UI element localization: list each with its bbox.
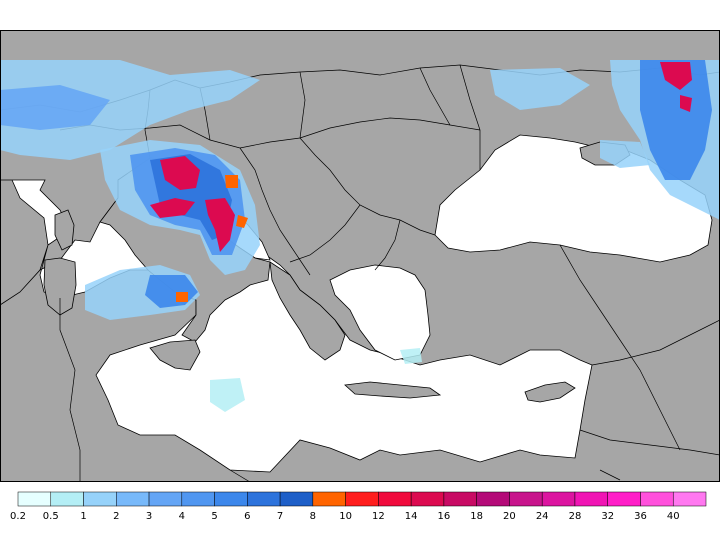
legend-swatch bbox=[148, 491, 183, 507]
legend-label: 2 bbox=[113, 511, 119, 522]
sardinia bbox=[43, 257, 77, 316]
legend-label: 3 bbox=[146, 511, 152, 522]
legend-label: 18 bbox=[470, 511, 483, 522]
legend-swatch bbox=[574, 491, 608, 507]
legend-label: 5 bbox=[211, 511, 217, 522]
legend-label: 1 bbox=[80, 511, 86, 522]
legend-swatch bbox=[312, 491, 346, 507]
precipitation-overlay bbox=[0, 60, 720, 412]
legend-label: 0.5 bbox=[43, 511, 59, 522]
legend-label: 0.2 bbox=[10, 511, 26, 522]
legend-swatch bbox=[640, 491, 674, 507]
legend-label: 4 bbox=[179, 511, 185, 522]
legend-swatch bbox=[17, 491, 52, 507]
legend-label: 8 bbox=[310, 511, 316, 522]
legend-label: 12 bbox=[372, 511, 385, 522]
legend-label: 16 bbox=[438, 511, 451, 522]
legend-label: 28 bbox=[569, 511, 582, 522]
legend-labels: 0.2 0.5 1 2 3 4 5 6 7 8 10 12 14 16 18 20 24 28 32 36 40 bbox=[10, 511, 680, 522]
legend-label: 6 bbox=[244, 511, 250, 522]
greece bbox=[269, 261, 346, 361]
legend-swatch bbox=[247, 491, 281, 507]
legend-swatch bbox=[509, 491, 543, 507]
legend-swatch bbox=[476, 491, 510, 507]
crete bbox=[344, 381, 442, 399]
legend-swatch bbox=[181, 491, 215, 507]
sicily bbox=[149, 339, 201, 371]
legend-swatch bbox=[541, 491, 576, 507]
legend-swatches bbox=[17, 491, 707, 507]
cyprus bbox=[524, 381, 576, 403]
legend-swatch bbox=[214, 491, 248, 507]
legend-swatch bbox=[345, 491, 379, 507]
legend-label: 14 bbox=[405, 511, 418, 522]
legend-label: 40 bbox=[667, 511, 680, 522]
legend-swatch bbox=[83, 491, 117, 507]
legend-label: 24 bbox=[536, 511, 549, 522]
legend-label: 20 bbox=[503, 511, 516, 522]
legend-swatch bbox=[116, 491, 150, 507]
legend-swatch bbox=[672, 491, 707, 507]
legend-swatch bbox=[378, 491, 412, 507]
precipitation-legend: 0.2 0.5 1 2 3 4 5 6 7 8 10 12 14 16 18 20 24 28 32 36 40 bbox=[10, 491, 707, 522]
legend-swatch bbox=[279, 491, 314, 507]
legend-label: 32 bbox=[601, 511, 614, 522]
legend-swatch bbox=[410, 491, 445, 507]
corsica bbox=[54, 209, 75, 251]
legend-swatch bbox=[607, 491, 641, 507]
aegean-sea bbox=[329, 264, 431, 361]
legend-label: 10 bbox=[339, 511, 352, 522]
legend-swatch bbox=[50, 491, 84, 507]
precipitation-map bbox=[0, 30, 720, 482]
legend-label: 36 bbox=[634, 511, 647, 522]
legend-swatch bbox=[443, 491, 477, 507]
legend-label: 7 bbox=[277, 511, 283, 522]
